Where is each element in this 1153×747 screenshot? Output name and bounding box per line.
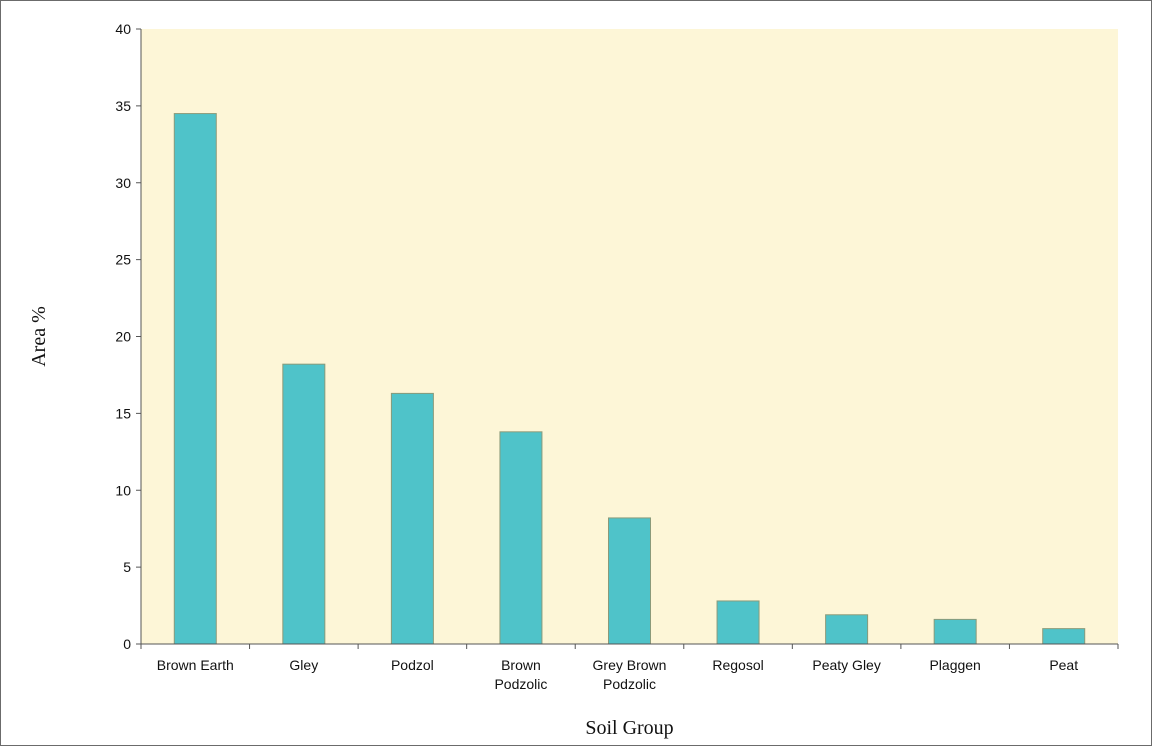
bar — [1042, 628, 1086, 645]
x-axis-ticks: Brown Earth Gley Podzol Brown Podzolic Grey B… — [140, 644, 1119, 692]
x-tick-label: Grey Brown Podzolic — [593, 657, 667, 692]
y-tick-label: 0 — [123, 636, 131, 652]
x-tick-label: Brown Podzolic — [494, 657, 547, 692]
y-tick-label: 5 — [123, 559, 131, 575]
x-axis-title: Soil Group — [585, 717, 673, 739]
bar — [282, 363, 326, 645]
bar — [499, 431, 543, 645]
y-axis-title: Area % — [28, 306, 50, 367]
x-tick-label: Regosol — [712, 657, 763, 673]
y-tick-label: 10 — [115, 482, 131, 498]
y-tick-label: 15 — [115, 405, 131, 421]
y-tick-label: 30 — [115, 175, 131, 191]
y-tick-label: 40 — [115, 21, 131, 37]
y-axis-ticks: 0 5 10 15 20 25 30 35 40 — [115, 21, 141, 652]
x-tick-label: Brown Earth — [157, 657, 234, 673]
x-tick-label: Gley — [289, 657, 318, 673]
bar — [173, 113, 217, 645]
x-tick-label: Peaty Gley — [812, 657, 880, 673]
bar — [825, 614, 869, 645]
bar — [608, 517, 651, 645]
bar — [716, 600, 760, 645]
bar-group — [173, 113, 1086, 645]
y-tick-label: 25 — [115, 252, 131, 268]
x-tick-label: Podzol — [391, 657, 434, 673]
x-tick-label: Plaggen — [929, 657, 980, 673]
bar — [390, 392, 434, 645]
y-tick-label: 20 — [115, 329, 131, 345]
y-tick-label: 35 — [115, 98, 131, 114]
x-tick-label: Peat — [1049, 657, 1078, 673]
bar — [933, 618, 977, 645]
